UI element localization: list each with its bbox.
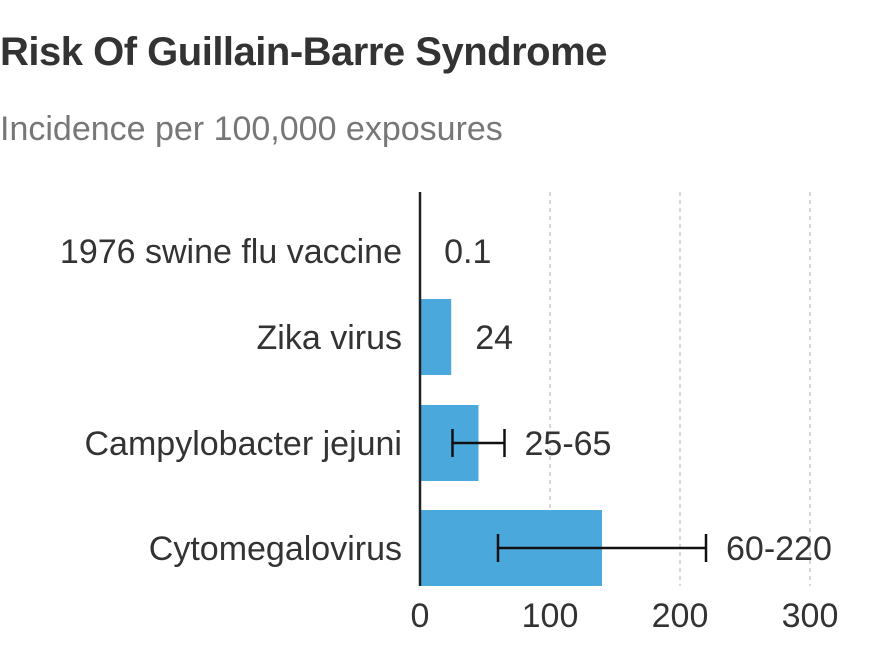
chart-subtitle: Incidence per 100,000 exposures [0, 110, 503, 148]
x-tick-label: 300 [782, 597, 839, 635]
x-tick-label: 0 [411, 597, 430, 635]
value-label: 60-220 [726, 530, 832, 568]
x-tick-label: 100 [522, 597, 579, 635]
value-label: 24 [475, 319, 513, 357]
category-label: Cytomegalovirus [149, 530, 402, 568]
value-label: 0.1 [444, 233, 491, 271]
category-label: Campylobacter jejuni [85, 425, 403, 463]
bar [420, 299, 452, 375]
category-label: Zika virus [257, 319, 402, 357]
chart-title: Risk Of Guillain-Barre Syndrome [0, 30, 607, 74]
x-tick-label: 200 [652, 597, 709, 635]
value-label: 25-65 [525, 425, 612, 463]
category-label: 1976 swine flu vaccine [60, 233, 402, 271]
